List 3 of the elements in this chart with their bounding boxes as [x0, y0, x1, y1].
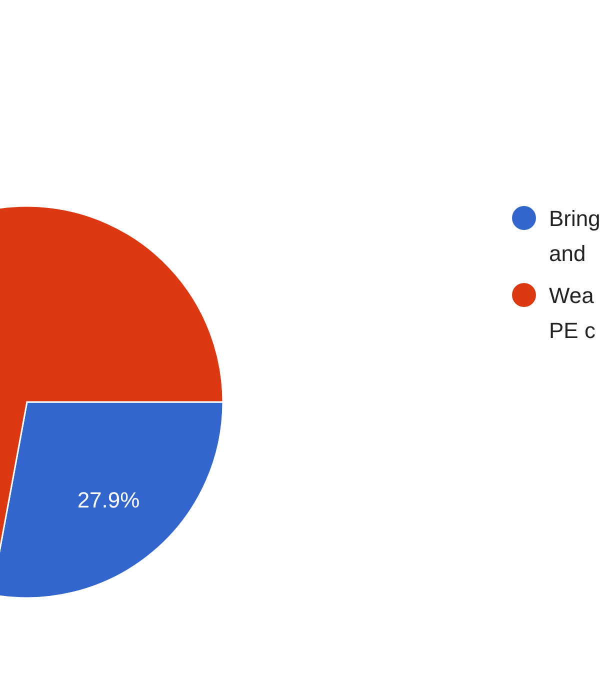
legend-label: Bring and — [549, 206, 600, 266]
data-label: 27.9% — [77, 487, 140, 512]
legend-label: Wea PE c — [549, 283, 596, 343]
